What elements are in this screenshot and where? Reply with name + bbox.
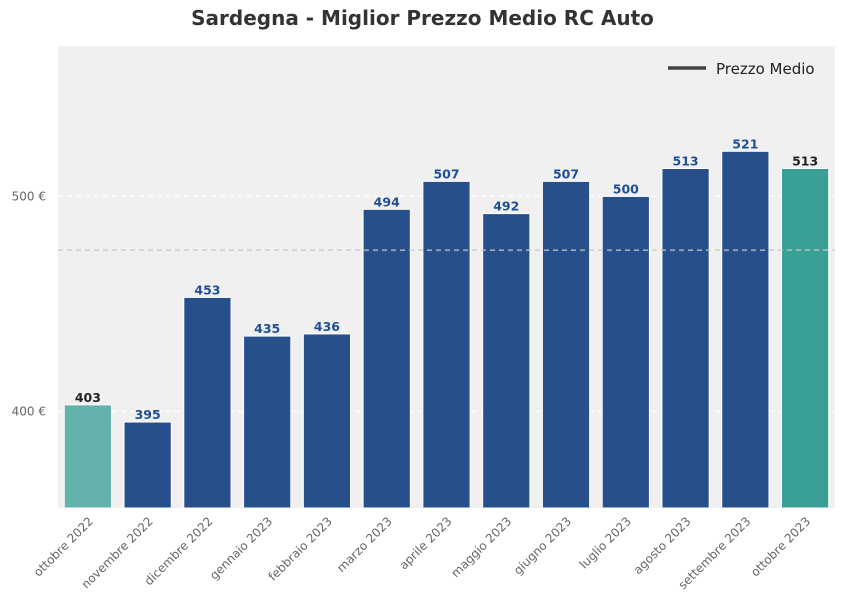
data-label: 395 xyxy=(135,407,161,422)
bar xyxy=(63,404,112,509)
bar xyxy=(721,150,770,509)
x-tick-label: ottobre 2023 xyxy=(748,514,813,579)
bar xyxy=(661,167,710,509)
data-label: 513 xyxy=(792,153,818,168)
bar xyxy=(302,333,352,509)
data-labels: 403 395 453 435 436 494 507 492 507 500 513 521 513 xyxy=(75,136,818,422)
data-label: 453 xyxy=(194,282,220,297)
data-label: 435 xyxy=(254,321,280,336)
bar xyxy=(362,208,411,509)
data-label: 436 xyxy=(314,319,340,334)
bar xyxy=(482,213,531,509)
bar xyxy=(781,167,830,509)
y-axis: 400 € 500 € xyxy=(12,189,46,418)
bar xyxy=(422,180,471,509)
x-tick-label: ottobre 2022 xyxy=(31,514,96,579)
legend-label: Prezzo Medio xyxy=(716,60,815,78)
data-label: 494 xyxy=(374,194,400,209)
x-tick-label: maggio 2023 xyxy=(448,514,514,580)
data-label: 507 xyxy=(433,166,459,181)
data-label: 507 xyxy=(553,166,579,181)
bar xyxy=(243,335,292,509)
bar xyxy=(123,421,172,509)
bar xyxy=(183,296,232,509)
chart-title: Sardegna - Miglior Prezzo Medio RC Auto xyxy=(191,6,654,30)
y-tick-label: 400 € xyxy=(12,404,46,418)
data-label: 492 xyxy=(493,199,519,214)
data-label: 500 xyxy=(613,181,639,196)
y-tick-label: 500 € xyxy=(12,189,46,203)
x-tick-label: febbraio 2023 xyxy=(266,514,335,583)
x-tick-label: aprile 2023 xyxy=(396,514,454,572)
data-label: 521 xyxy=(732,136,758,151)
data-label: 403 xyxy=(75,390,101,405)
data-label: 513 xyxy=(673,153,699,168)
x-tick-label: luglio 2023 xyxy=(577,514,634,571)
bar xyxy=(541,180,591,509)
x-tick-label: agosto 2023 xyxy=(631,514,694,577)
legend: Prezzo Medio xyxy=(668,60,815,78)
x-tick-label: gennaio 2023 xyxy=(207,514,275,582)
bars xyxy=(63,150,830,509)
bar xyxy=(601,195,650,509)
x-tick-label: giugno 2023 xyxy=(511,514,574,577)
x-tick-label: marzo 2023 xyxy=(334,514,395,575)
